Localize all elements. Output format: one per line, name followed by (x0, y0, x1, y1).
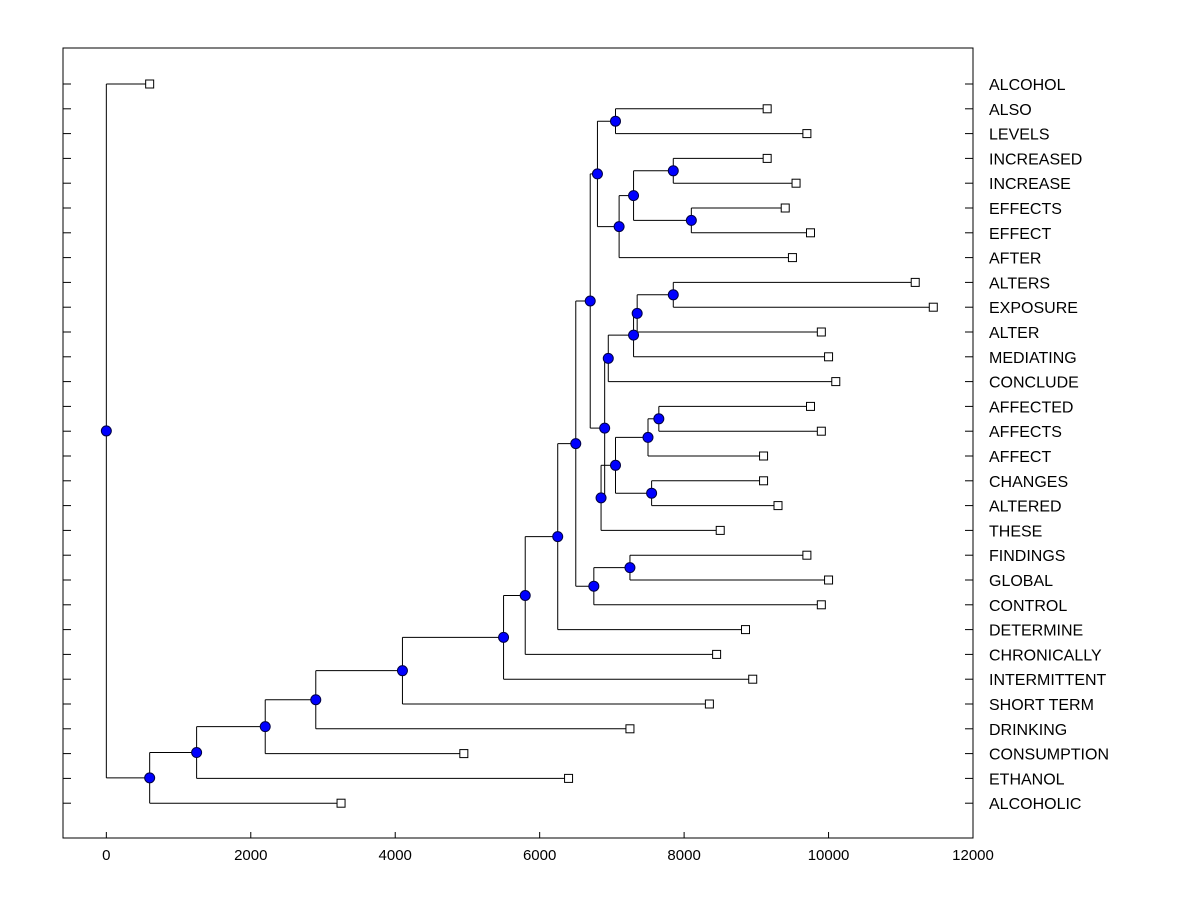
cluster-node (646, 487, 658, 499)
leaf-marker (806, 228, 815, 238)
cluster-node (610, 459, 621, 471)
cluster-node (144, 772, 156, 784)
cluster-node (595, 492, 607, 504)
leaf-label: CHRONICALLY (989, 647, 1102, 664)
leaf-marker (787, 253, 797, 263)
x-tick-label: 12000 (952, 847, 994, 864)
cluster-node (100, 425, 112, 437)
cluster-node (599, 422, 611, 434)
cluster-node (642, 431, 654, 443)
leaf-label: AFFECTED (989, 399, 1073, 416)
cluster-node (653, 413, 665, 425)
leaf-label: CONSUMPTION (989, 747, 1109, 764)
leaf-marker (824, 352, 834, 362)
leaf-label: CHANGES (989, 474, 1068, 491)
leaf-label: DETERMINE (989, 623, 1083, 640)
x-tick-label: 0 (102, 847, 110, 864)
cluster-node (498, 631, 510, 643)
cluster-node (613, 221, 625, 233)
cluster-node (667, 165, 679, 177)
leaf-marker (336, 798, 346, 808)
leaf-marker (910, 277, 920, 287)
leaf-label: SHORT TERM (989, 697, 1094, 714)
leaf-marker (759, 476, 769, 486)
cluster-node (310, 694, 322, 706)
cluster-node (628, 190, 640, 202)
leaf-label: INTERMITTENT (989, 672, 1107, 689)
leaf-marker (564, 773, 574, 783)
x-tick-label: 8000 (667, 847, 700, 864)
leaf-label: INCREASE (989, 176, 1071, 193)
cluster-node (624, 562, 636, 574)
leaf-label: ALTERED (989, 499, 1062, 516)
leaf-marker (145, 79, 155, 89)
leaf-label: INCREASED (989, 151, 1082, 168)
cluster-node (570, 438, 582, 450)
cluster-node (519, 590, 531, 601)
x-tick-label: 6000 (523, 847, 556, 864)
cluster-node (191, 747, 203, 759)
cluster-node (628, 329, 640, 341)
cluster-node (610, 115, 621, 127)
leaf-label: ALTER (989, 325, 1039, 342)
leaf-marker (459, 749, 469, 759)
leaf-label: ETHANOL (989, 771, 1065, 788)
leaf-label: GLOBAL (989, 573, 1053, 590)
leaf-label: AFTER (989, 251, 1041, 268)
leaf-marker (824, 575, 834, 585)
leaf-marker (704, 699, 714, 709)
leaf-label: THESE (989, 523, 1042, 540)
leaf-label: ALSO (989, 102, 1032, 119)
leaf-label: ALCOHOL (989, 77, 1066, 94)
leaf-marker (802, 550, 812, 560)
leaf-marker (625, 724, 635, 734)
x-tick-label: 2000 (234, 847, 267, 864)
leaf-marker (773, 501, 783, 511)
leaf-label: CONCLUDE (989, 375, 1079, 392)
cluster-node (667, 289, 679, 301)
leaf-label: AFFECTS (989, 424, 1062, 441)
leaf-label: ALCOHOLIC (989, 796, 1081, 813)
leaf-label: ALTERS (989, 275, 1050, 292)
cluster-node (396, 665, 408, 677)
cluster-node (602, 352, 614, 364)
x-tick-label: 10000 (808, 847, 850, 864)
cluster-node (685, 214, 697, 226)
cluster-node (259, 721, 271, 733)
leaf-label: LEVELS (989, 127, 1049, 144)
leaf-marker (715, 525, 725, 535)
leaf-marker (816, 426, 826, 436)
leaf-marker (712, 649, 722, 659)
leaf-label: MEDIATING (989, 350, 1077, 367)
plot-frame (62, 47, 974, 839)
leaf-marker (791, 178, 801, 188)
leaf-marker (762, 153, 772, 163)
leaf-marker (806, 401, 815, 411)
cluster-node (552, 531, 564, 543)
leaf-marker (780, 203, 790, 213)
x-tick-label: 4000 (379, 847, 412, 864)
cluster-node (591, 168, 603, 180)
leaf-label: EFFECT (989, 226, 1051, 243)
leaf-label: FINDINGS (989, 548, 1065, 565)
leaf-marker (928, 302, 938, 312)
leaf-label: AFFECT (989, 449, 1051, 466)
leaf-marker (802, 129, 812, 139)
leaf-marker (759, 451, 769, 461)
leaf-marker (748, 674, 758, 684)
leaf-label: CONTROL (989, 598, 1067, 615)
cluster-node (584, 295, 596, 307)
leaf-marker (741, 625, 750, 635)
leaf-label: EXPOSURE (989, 300, 1078, 317)
leaf-marker (816, 600, 826, 610)
cluster-node (631, 307, 643, 319)
leaf-label: DRINKING (989, 722, 1067, 739)
leaf-marker (816, 327, 826, 337)
leaf-marker (831, 377, 841, 387)
cluster-node (588, 580, 600, 592)
leaf-label: EFFECTS (989, 201, 1062, 218)
leaf-marker (762, 104, 772, 114)
